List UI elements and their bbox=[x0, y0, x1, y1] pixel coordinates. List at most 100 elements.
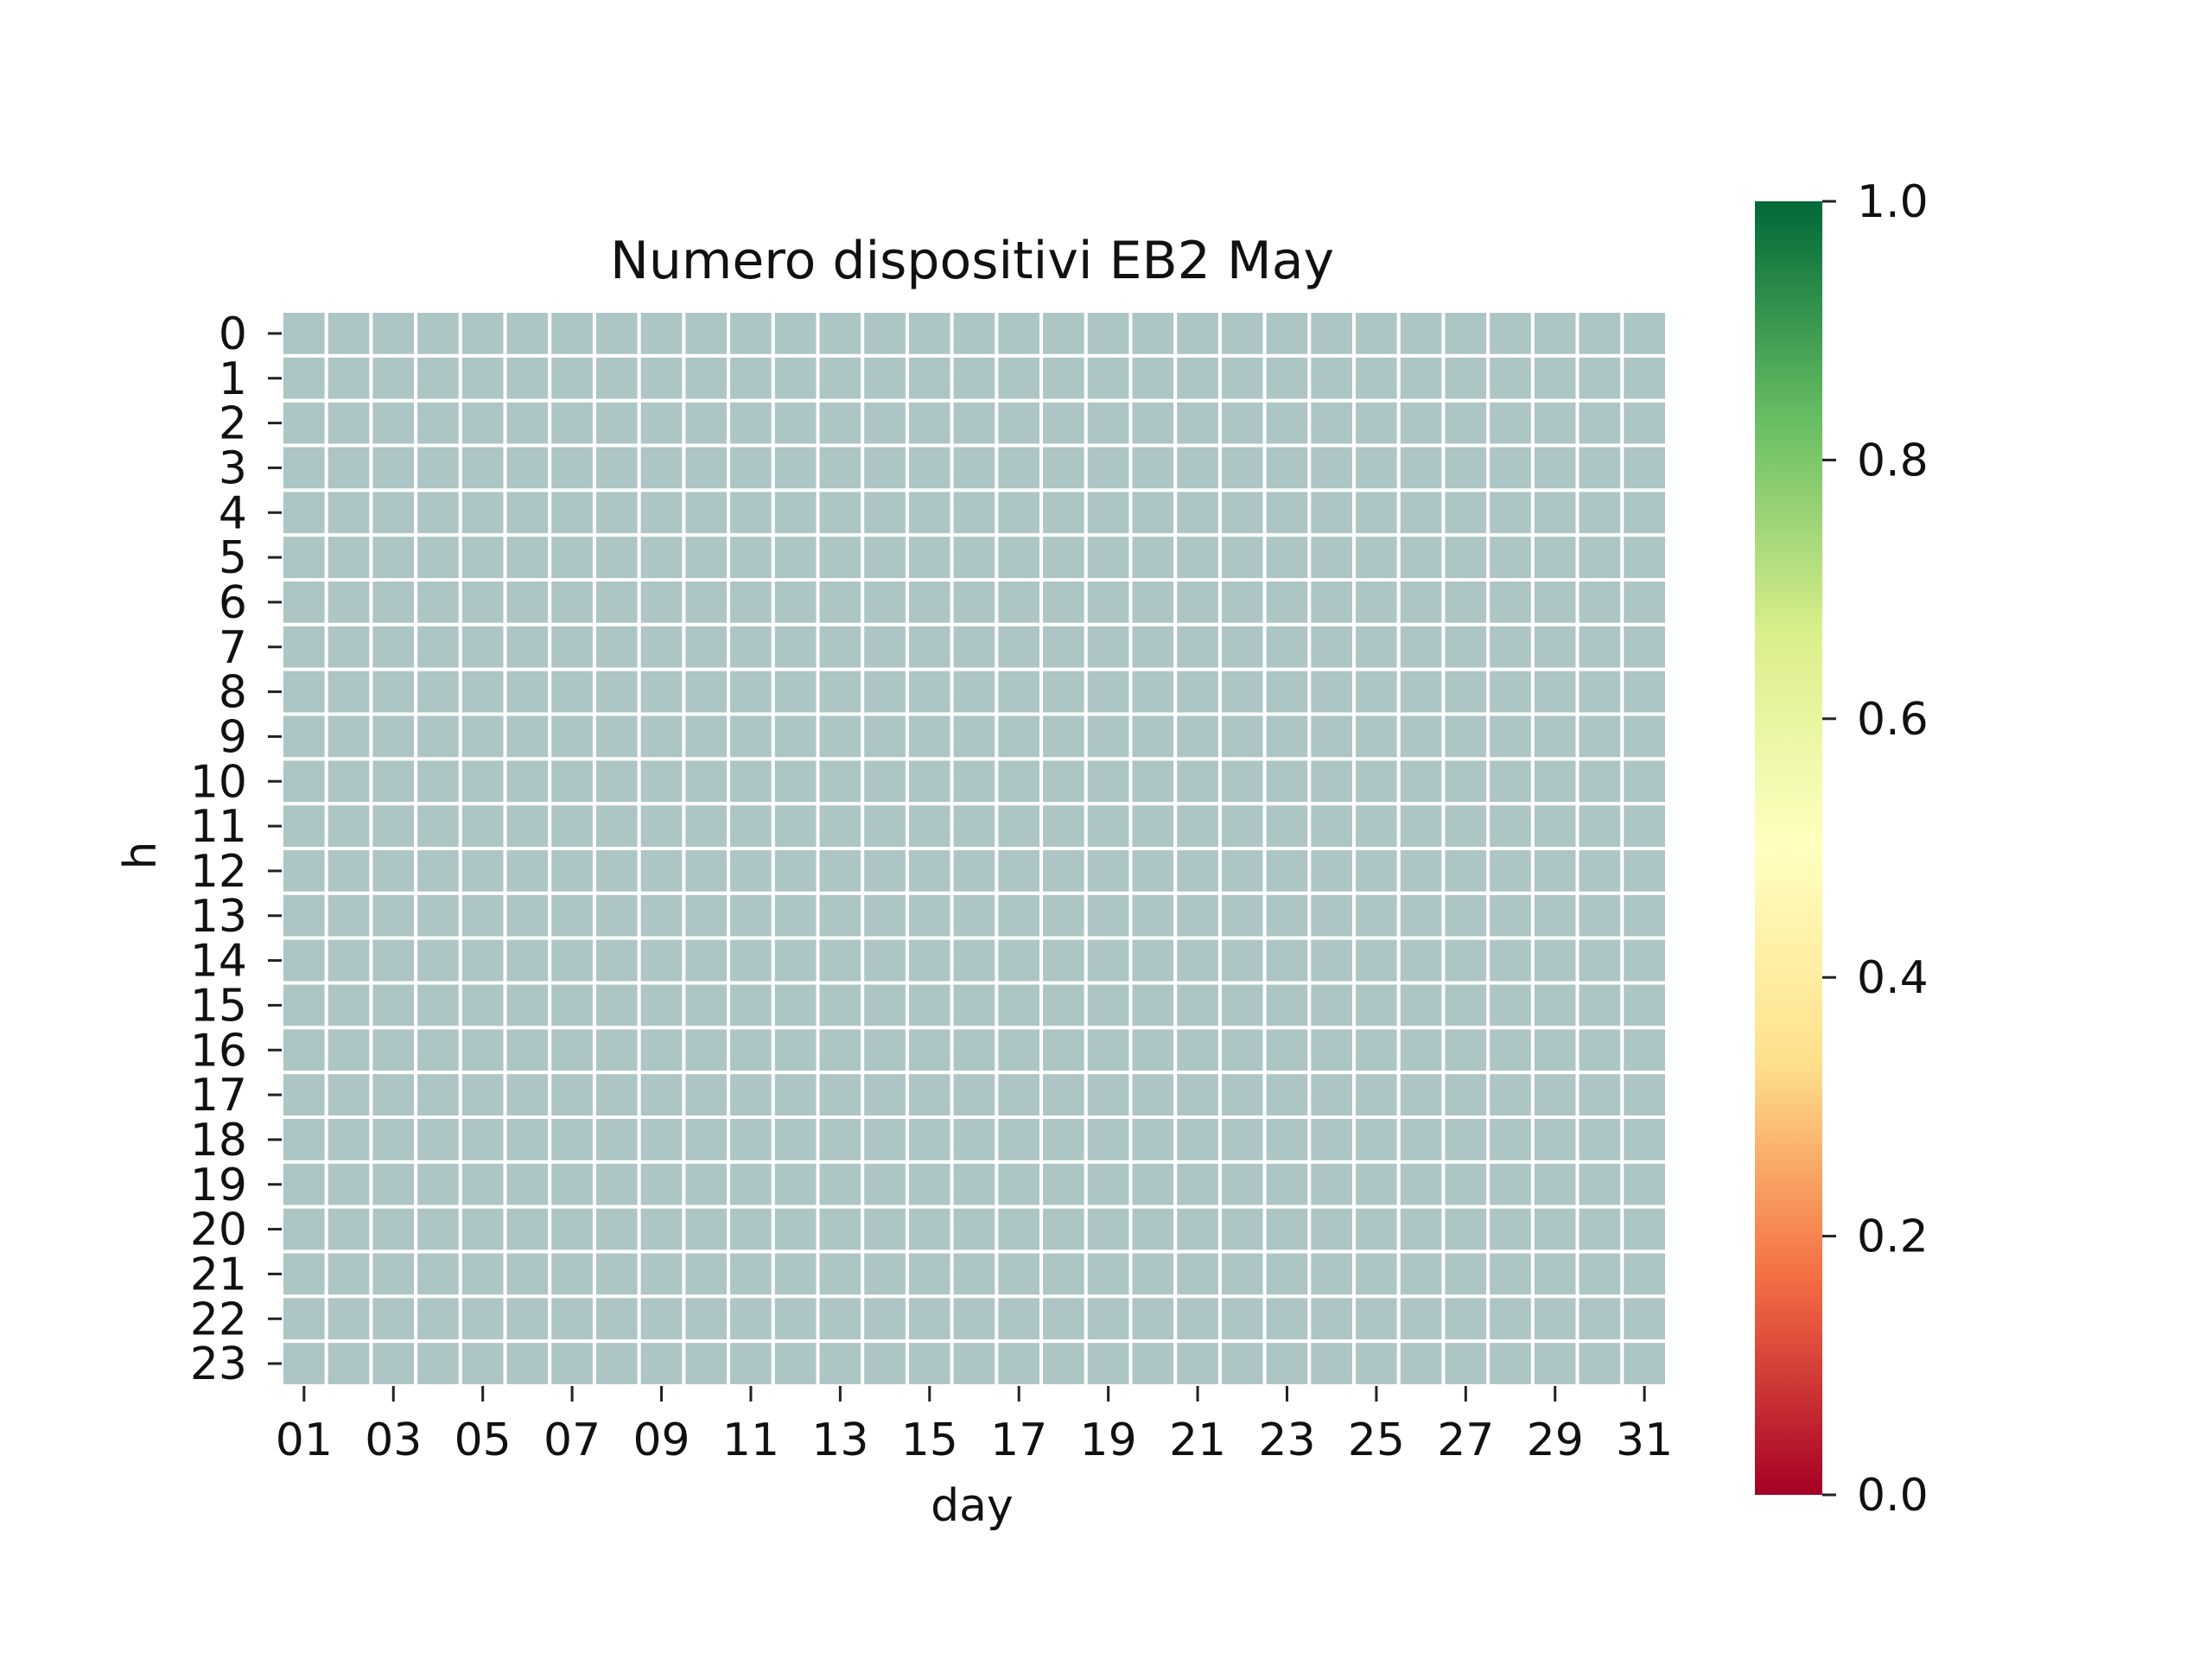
heatmap-cell bbox=[1084, 891, 1133, 940]
heatmap-cell bbox=[592, 1249, 641, 1299]
heatmap-cell bbox=[1486, 1160, 1535, 1209]
heatmap-cell bbox=[1173, 353, 1222, 403]
heatmap-cell bbox=[503, 1026, 552, 1075]
heatmap-cell bbox=[1575, 936, 1624, 985]
heatmap-cell bbox=[1307, 1026, 1357, 1075]
heatmap-cell bbox=[414, 891, 462, 940]
heatmap-cell bbox=[905, 1026, 954, 1075]
heatmap-cell bbox=[1217, 1071, 1267, 1119]
heatmap-cell bbox=[1486, 936, 1535, 985]
heatmap-cell bbox=[637, 1249, 686, 1299]
heatmap-cell bbox=[1441, 353, 1491, 403]
heatmap-cell bbox=[592, 981, 641, 1030]
heatmap-cell bbox=[771, 712, 820, 761]
heatmap-cell bbox=[950, 1160, 999, 1209]
heatmap-cell bbox=[1084, 1160, 1133, 1209]
heatmap-cell bbox=[503, 1205, 552, 1254]
heatmap-cell bbox=[548, 398, 596, 448]
heatmap-cell bbox=[1530, 1160, 1580, 1209]
heatmap-cell bbox=[861, 353, 909, 403]
heatmap-cell bbox=[1173, 891, 1222, 940]
heatmap-cell bbox=[905, 578, 954, 626]
heatmap-cell bbox=[995, 891, 1044, 940]
heatmap-cell bbox=[548, 578, 596, 626]
heatmap-cell bbox=[369, 1160, 418, 1209]
heatmap-cell bbox=[324, 622, 373, 671]
heatmap-cell bbox=[324, 1160, 373, 1209]
heatmap-cell bbox=[1396, 309, 1446, 358]
heatmap-cell bbox=[1441, 1339, 1491, 1388]
heatmap-cell bbox=[816, 981, 865, 1030]
heatmap-cell bbox=[324, 667, 373, 716]
heatmap-cell bbox=[1262, 1249, 1312, 1299]
heatmap-cell bbox=[369, 398, 418, 448]
heatmap-cell bbox=[727, 1294, 775, 1344]
heatmap-cell bbox=[1217, 802, 1267, 851]
heatmap-cell bbox=[771, 578, 820, 626]
heatmap-cell bbox=[637, 443, 686, 493]
heatmap-cell bbox=[1039, 1160, 1088, 1209]
heatmap-cell bbox=[1396, 1116, 1446, 1164]
colorbar bbox=[1755, 201, 1822, 1495]
heatmap-cell bbox=[458, 847, 507, 895]
chart-title: Numero dispositivi EB2 May bbox=[610, 231, 1334, 291]
heatmap-cell bbox=[1530, 1339, 1580, 1388]
heatmap-cell bbox=[1486, 891, 1535, 940]
heatmap-cell bbox=[369, 712, 418, 761]
y-tick-label: 19 bbox=[190, 1160, 247, 1211]
heatmap-cell bbox=[1352, 353, 1401, 403]
heatmap-cell bbox=[548, 488, 596, 537]
heatmap-cell bbox=[1128, 1249, 1178, 1299]
heatmap-cell bbox=[280, 1026, 328, 1075]
heatmap-cell bbox=[1530, 533, 1580, 582]
heatmap-cell bbox=[324, 1071, 373, 1119]
heatmap-cell bbox=[1486, 1205, 1535, 1254]
heatmap-cell bbox=[1352, 847, 1401, 895]
heatmap-cell bbox=[950, 398, 999, 448]
heatmap-cell bbox=[548, 443, 596, 493]
heatmap-cell bbox=[995, 712, 1044, 761]
heatmap-cell bbox=[592, 891, 641, 940]
heatmap-cell bbox=[1486, 622, 1535, 671]
heatmap-cell bbox=[1307, 1294, 1357, 1344]
heatmap-cell bbox=[816, 802, 865, 851]
heatmap-cell bbox=[592, 622, 641, 671]
heatmap-cell bbox=[1575, 1026, 1624, 1075]
heatmap-cell bbox=[1396, 712, 1446, 761]
heatmap-cell bbox=[458, 488, 507, 537]
heatmap-cell bbox=[503, 847, 552, 895]
heatmap-cell bbox=[861, 443, 909, 493]
heatmap-cell bbox=[503, 1249, 552, 1299]
heatmap-cell bbox=[637, 398, 686, 448]
heatmap-cell bbox=[1620, 533, 1669, 582]
heatmap-cell bbox=[1441, 847, 1491, 895]
heatmap-cell bbox=[682, 578, 731, 626]
heatmap-cell bbox=[1396, 1339, 1446, 1388]
heatmap-cell bbox=[637, 1026, 686, 1075]
heatmap-cell bbox=[637, 488, 686, 537]
heatmap-cell bbox=[816, 757, 865, 806]
heatmap-cell bbox=[727, 936, 775, 985]
heatmap-cell bbox=[503, 353, 552, 403]
x-tick-label: 29 bbox=[1527, 1414, 1584, 1466]
heatmap-cell bbox=[1262, 936, 1312, 985]
heatmap-cell bbox=[280, 757, 328, 806]
colorbar-axis: 0.0 0.2 0.4 0.6 0.8 1.0 bbox=[1822, 176, 1929, 1522]
heatmap-cell bbox=[1039, 847, 1088, 895]
heatmap-cell bbox=[995, 578, 1044, 626]
heatmap-cell bbox=[771, 757, 820, 806]
heatmap-cell bbox=[1530, 622, 1580, 671]
heatmap-cell bbox=[682, 398, 731, 448]
x-tick-label: 27 bbox=[1437, 1414, 1494, 1466]
heatmap-cell bbox=[280, 1294, 328, 1344]
heatmap-cell bbox=[414, 1026, 462, 1075]
colorbar-tick-label: 0.2 bbox=[1857, 1211, 1929, 1263]
heatmap-cell bbox=[1173, 443, 1222, 493]
y-tick-label: 18 bbox=[190, 1115, 247, 1166]
y-tick-label: 5 bbox=[219, 532, 247, 584]
y-tick-label: 15 bbox=[190, 980, 247, 1032]
heatmap-cell bbox=[1262, 309, 1312, 358]
heatmap-cell bbox=[1039, 981, 1088, 1030]
heatmap-cell bbox=[1039, 578, 1088, 626]
heatmap-cell bbox=[1441, 712, 1491, 761]
